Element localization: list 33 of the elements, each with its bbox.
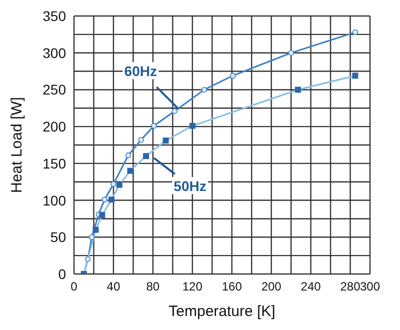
point [201, 86, 208, 93]
point [288, 50, 294, 56]
x-tick-label: 160 [222, 280, 242, 294]
x-tick-label: 80 [146, 280, 160, 294]
text: 50Hz [174, 178, 206, 194]
point [102, 196, 108, 202]
point [172, 108, 178, 114]
x-tick-label: 200 [261, 280, 282, 294]
point [151, 122, 157, 129]
x-axis-title: Temperature [K] [168, 303, 276, 320]
x-tick-label: 120 [182, 280, 203, 294]
y-tick-label: 250 [42, 82, 66, 98]
y-tick-label: 350 [42, 8, 66, 24]
point [138, 136, 144, 143]
x-tick-label: 280 [340, 280, 361, 294]
y-tick-label: 200 [42, 118, 66, 135]
point [110, 181, 116, 187]
y-tick-label: 100 [42, 192, 66, 208]
x-tick-label: 0 [70, 280, 78, 294]
y-tick-label: 300 [42, 44, 66, 61]
point [84, 256, 91, 262]
y-tick-label: 0 [58, 266, 66, 282]
y-tick-label: 50 [50, 229, 66, 246]
point [125, 152, 132, 158]
x-tick-label: 300 [360, 280, 380, 294]
x-tick-label: 240 [300, 280, 322, 294]
x-tick-label: 40 [106, 280, 120, 294]
y-tick-label: 150 [42, 155, 66, 172]
point [230, 72, 236, 79]
point [88, 234, 95, 240]
y-axis-title: Heat Load [W] [8, 97, 26, 193]
point [352, 29, 358, 36]
text: 60Hz [124, 63, 157, 80]
